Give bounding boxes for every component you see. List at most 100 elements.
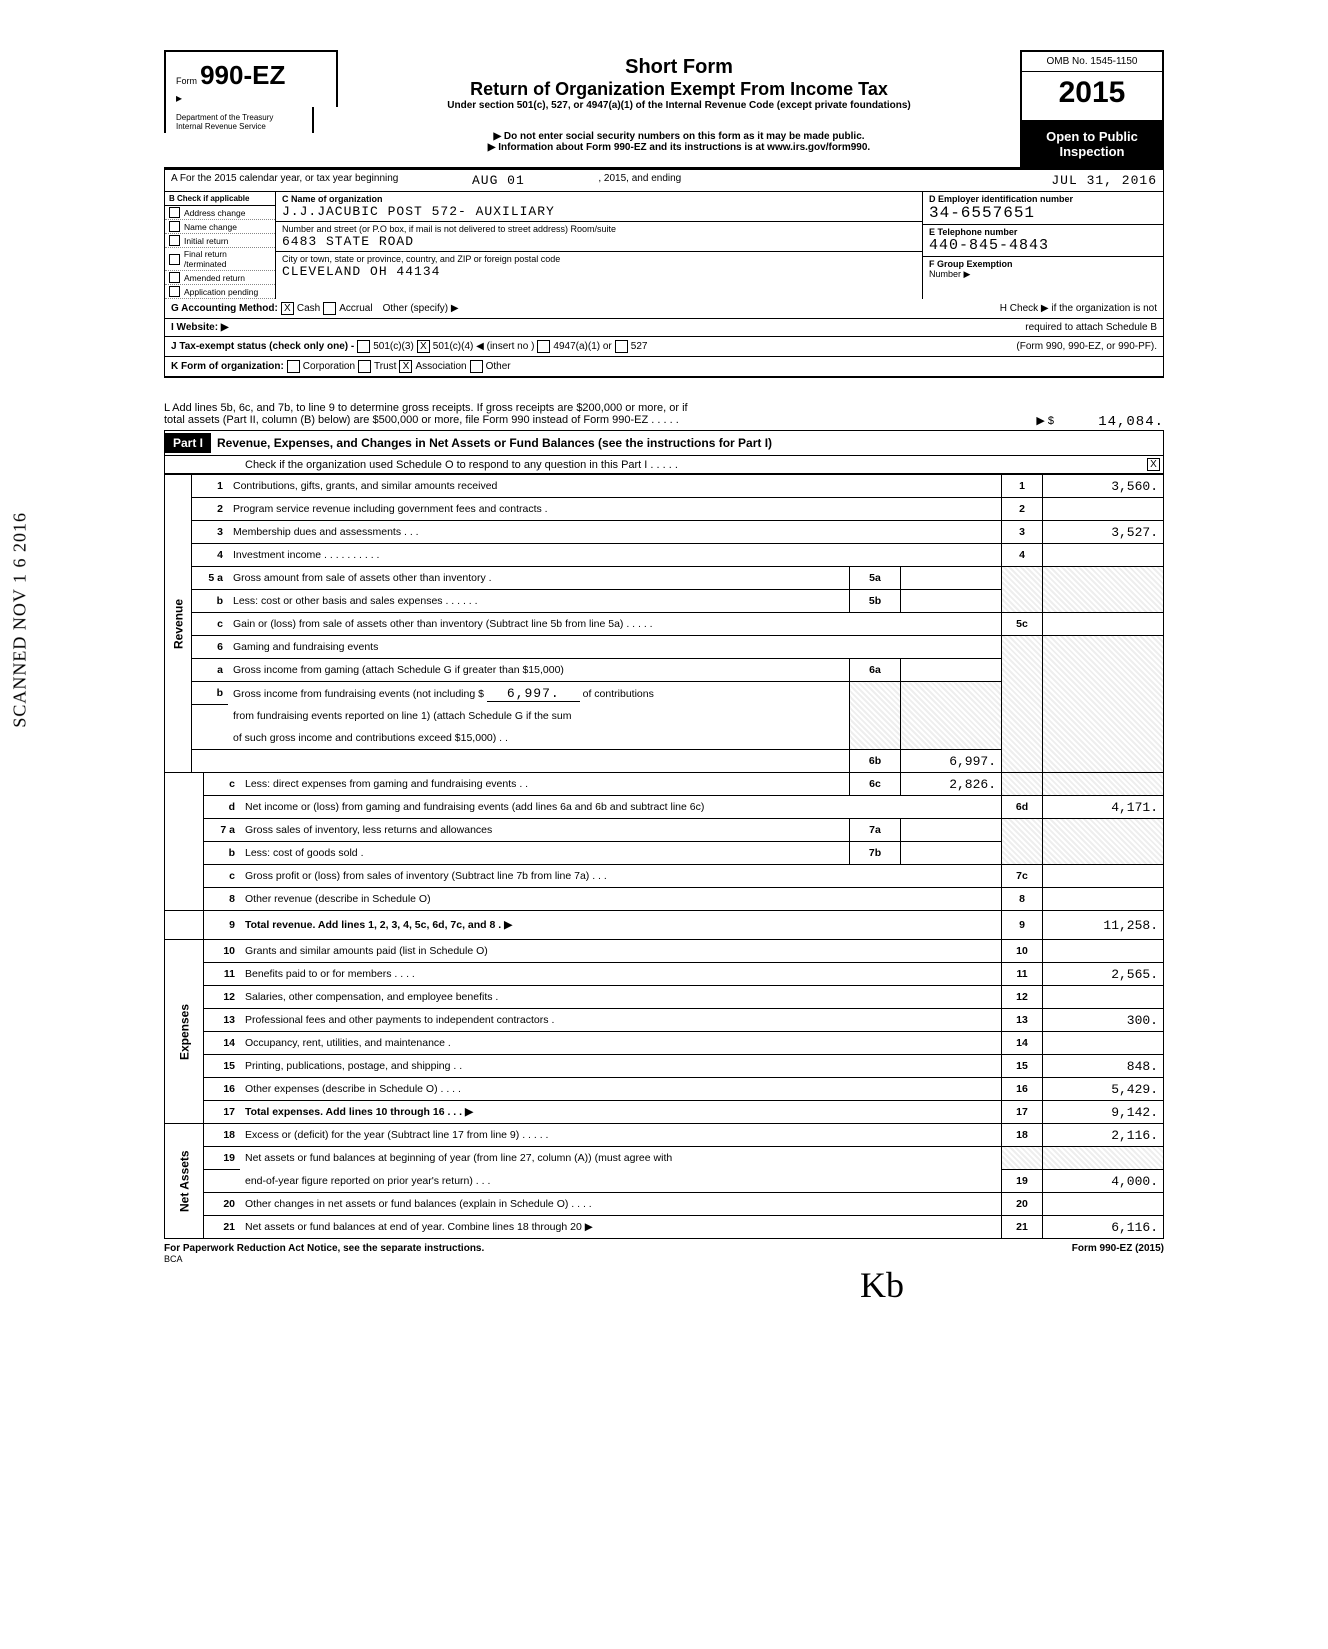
tax-year-begin: AUG 01 — [398, 173, 598, 188]
col-c-name-hdr: C Name of organization J.J.JACUBIC POST … — [276, 192, 922, 222]
chk-amended-return[interactable]: Amended return — [165, 271, 275, 285]
omb-open: Open to Public Inspection — [1022, 121, 1162, 167]
chk-application-pending[interactable]: Application pending — [165, 285, 275, 299]
chk-schedule-o[interactable]: X — [1147, 458, 1160, 471]
part1-check-text: Check if the organization used Schedule … — [245, 459, 678, 471]
omb-number: OMB No. 1545-1150 — [1022, 52, 1162, 72]
side-net-assets: Net Assets — [165, 1124, 204, 1239]
row-a-label: A For the 2015 calendar year, or tax yea… — [171, 173, 398, 188]
part1-header-row: Part I Revenue, Expenses, and Changes in… — [164, 430, 1164, 456]
part1-title: Revenue, Expenses, and Changes in Net As… — [217, 436, 772, 450]
chk-association[interactable]: X — [399, 360, 412, 373]
form-page: Form 990-EZ ▸ Department of the Treasury… — [164, 50, 1164, 1306]
row-j-label: J Tax-exempt status (check only one) - — [171, 341, 354, 352]
row-h-label: H Check ▶ if the organization is not — [1000, 303, 1157, 314]
chk-501c3[interactable] — [357, 340, 370, 353]
org-name: J.J.JACUBIC POST 572- AUXILIARY — [282, 204, 555, 219]
val-6b: 6,997. — [901, 750, 1002, 773]
row-l-line1: L Add lines 5b, 6c, and 7b, to line 9 to… — [164, 402, 1164, 414]
chk-corporation[interactable] — [287, 360, 300, 373]
chk-initial-return[interactable]: Initial return — [165, 234, 275, 248]
chk-4947[interactable] — [537, 340, 550, 353]
col-b: B Check if applicable Address change Nam… — [165, 192, 276, 299]
val-1: 3,560. — [1043, 475, 1164, 498]
form-prefix: Form — [176, 76, 197, 86]
omb-column: OMB No. 1545-1150 2015 Open to Public In… — [1020, 50, 1164, 167]
footer-row: For Paperwork Reduction Act Notice, see … — [164, 1239, 1164, 1254]
chk-527[interactable] — [615, 340, 628, 353]
row-g: G Accounting Method: XCash Accrual Other… — [164, 299, 1164, 319]
row-j-right: (Form 990, 990-EZ, or 990-PF). — [1016, 341, 1157, 352]
block-bcd: B Check if applicable Address change Nam… — [164, 192, 1164, 299]
main-table: Revenue 1Contributions, gifts, grants, a… — [164, 474, 1164, 773]
org-city: CLEVELAND OH 44134 — [282, 264, 440, 279]
chk-name-change[interactable]: Name change — [165, 220, 275, 234]
val-6b-contrib: 6,997. — [487, 686, 580, 702]
group-exemption-block: F Group Exemption Number ▶ — [923, 257, 1163, 282]
part1-check-row: Check if the organization used Schedule … — [164, 456, 1164, 474]
row-a: A For the 2015 calendar year, or tax yea… — [164, 169, 1164, 192]
chk-trust[interactable] — [358, 360, 371, 373]
val-15: 848. — [1043, 1055, 1164, 1078]
chk-final-return[interactable]: Final return /terminated — [165, 248, 275, 271]
row-l: L Add lines 5b, 6c, and 7b, to line 9 to… — [164, 402, 1164, 430]
footer-right: Form 990-EZ (2015) — [1072, 1243, 1164, 1254]
gross-receipts: 14,084. — [1054, 414, 1164, 430]
row-k-label: K Form of organization: — [171, 361, 284, 372]
row-i-label: I Website: ▶ — [171, 322, 229, 333]
val-19: 4,000. — [1043, 1170, 1164, 1193]
title-note1: ▶ Do not enter social security numbers o… — [348, 131, 1010, 142]
form-number: 990-EZ — [200, 60, 285, 90]
dept-block: Department of the Treasury Internal Reve… — [164, 107, 314, 133]
val-21: 6,116. — [1043, 1216, 1164, 1239]
tel-value: 440-845-4843 — [929, 237, 1049, 254]
row-k: K Form of organization: Corporation Trus… — [164, 357, 1164, 378]
side-expenses: Expenses — [165, 940, 204, 1124]
title-main: Return of Organization Exempt From Incom… — [348, 79, 1010, 100]
val-11: 2,565. — [1043, 963, 1164, 986]
chk-other-org[interactable] — [470, 360, 483, 373]
ein-value: 34-6557651 — [929, 204, 1035, 222]
omb-year: 2015 — [1022, 72, 1162, 121]
title-sub: Under section 501(c), 527, or 4947(a)(1)… — [348, 100, 1010, 111]
chk-cash[interactable]: X — [281, 302, 294, 315]
row-l-line2: total assets (Part II, column (B) below)… — [164, 414, 679, 430]
footer-left: For Paperwork Reduction Act Notice, see … — [164, 1243, 484, 1254]
row-g-label: G Accounting Method: — [171, 303, 278, 314]
title-column: Short Form Return of Organization Exempt… — [338, 50, 1020, 157]
side-revenue: Revenue — [165, 475, 192, 773]
scanned-stamp: SCANNED NOV 1 6 2016 — [10, 511, 31, 727]
val-6d: 4,171. — [1043, 796, 1164, 819]
tax-year-end: JUL 31, 2016 — [1051, 173, 1157, 188]
col-d: D Employer identification number 34-6557… — [923, 192, 1163, 299]
dept-line2: Internal Revenue Service — [176, 122, 302, 131]
ein-block: D Employer identification number 34-6557… — [923, 192, 1163, 225]
main-table-2: cLess: direct expenses from gaming and f… — [164, 772, 1164, 1239]
val-9: 11,258. — [1043, 911, 1164, 940]
val-13: 300. — [1043, 1009, 1164, 1032]
signature-1: Kb — [164, 1264, 1164, 1306]
val-17: 9,142. — [1043, 1101, 1164, 1124]
header-row: Form 990-EZ ▸ Department of the Treasury… — [164, 50, 1164, 169]
val-6c: 2,826. — [901, 773, 1002, 796]
val-16: 5,429. — [1043, 1078, 1164, 1101]
col-c-city-hdr: City or town, state or province, country… — [276, 252, 922, 281]
col-c: C Name of organization J.J.JACUBIC POST … — [276, 192, 923, 299]
row-l-arrow: ▶ $ — [1036, 414, 1054, 430]
footer-bca: BCA — [164, 1254, 1164, 1264]
chk-accrual[interactable] — [323, 302, 336, 315]
form-id-block: Form 990-EZ ▸ Department of the Treasury… — [164, 50, 338, 133]
part1-badge: Part I — [165, 433, 211, 453]
val-18: 2,116. — [1043, 1124, 1164, 1147]
chk-address-change[interactable]: Address change — [165, 206, 275, 220]
title-note2: ▶ Information about Form 990-EZ and its … — [348, 142, 1010, 153]
row-i-right: required to attach Schedule B — [1025, 322, 1157, 333]
row-j: J Tax-exempt status (check only one) - 5… — [164, 337, 1164, 357]
title-short: Short Form — [348, 56, 1010, 79]
col-b-header: B Check if applicable — [165, 192, 275, 206]
col-c-addr-hdr: Number and street (or P.O box, if mail i… — [276, 222, 922, 252]
dept-line1: Department of the Treasury — [176, 113, 302, 122]
chk-501c[interactable]: X — [417, 340, 430, 353]
tel-block: E Telephone number 440-845-4843 — [923, 225, 1163, 257]
row-a-mid: , 2015, and ending — [598, 173, 681, 188]
